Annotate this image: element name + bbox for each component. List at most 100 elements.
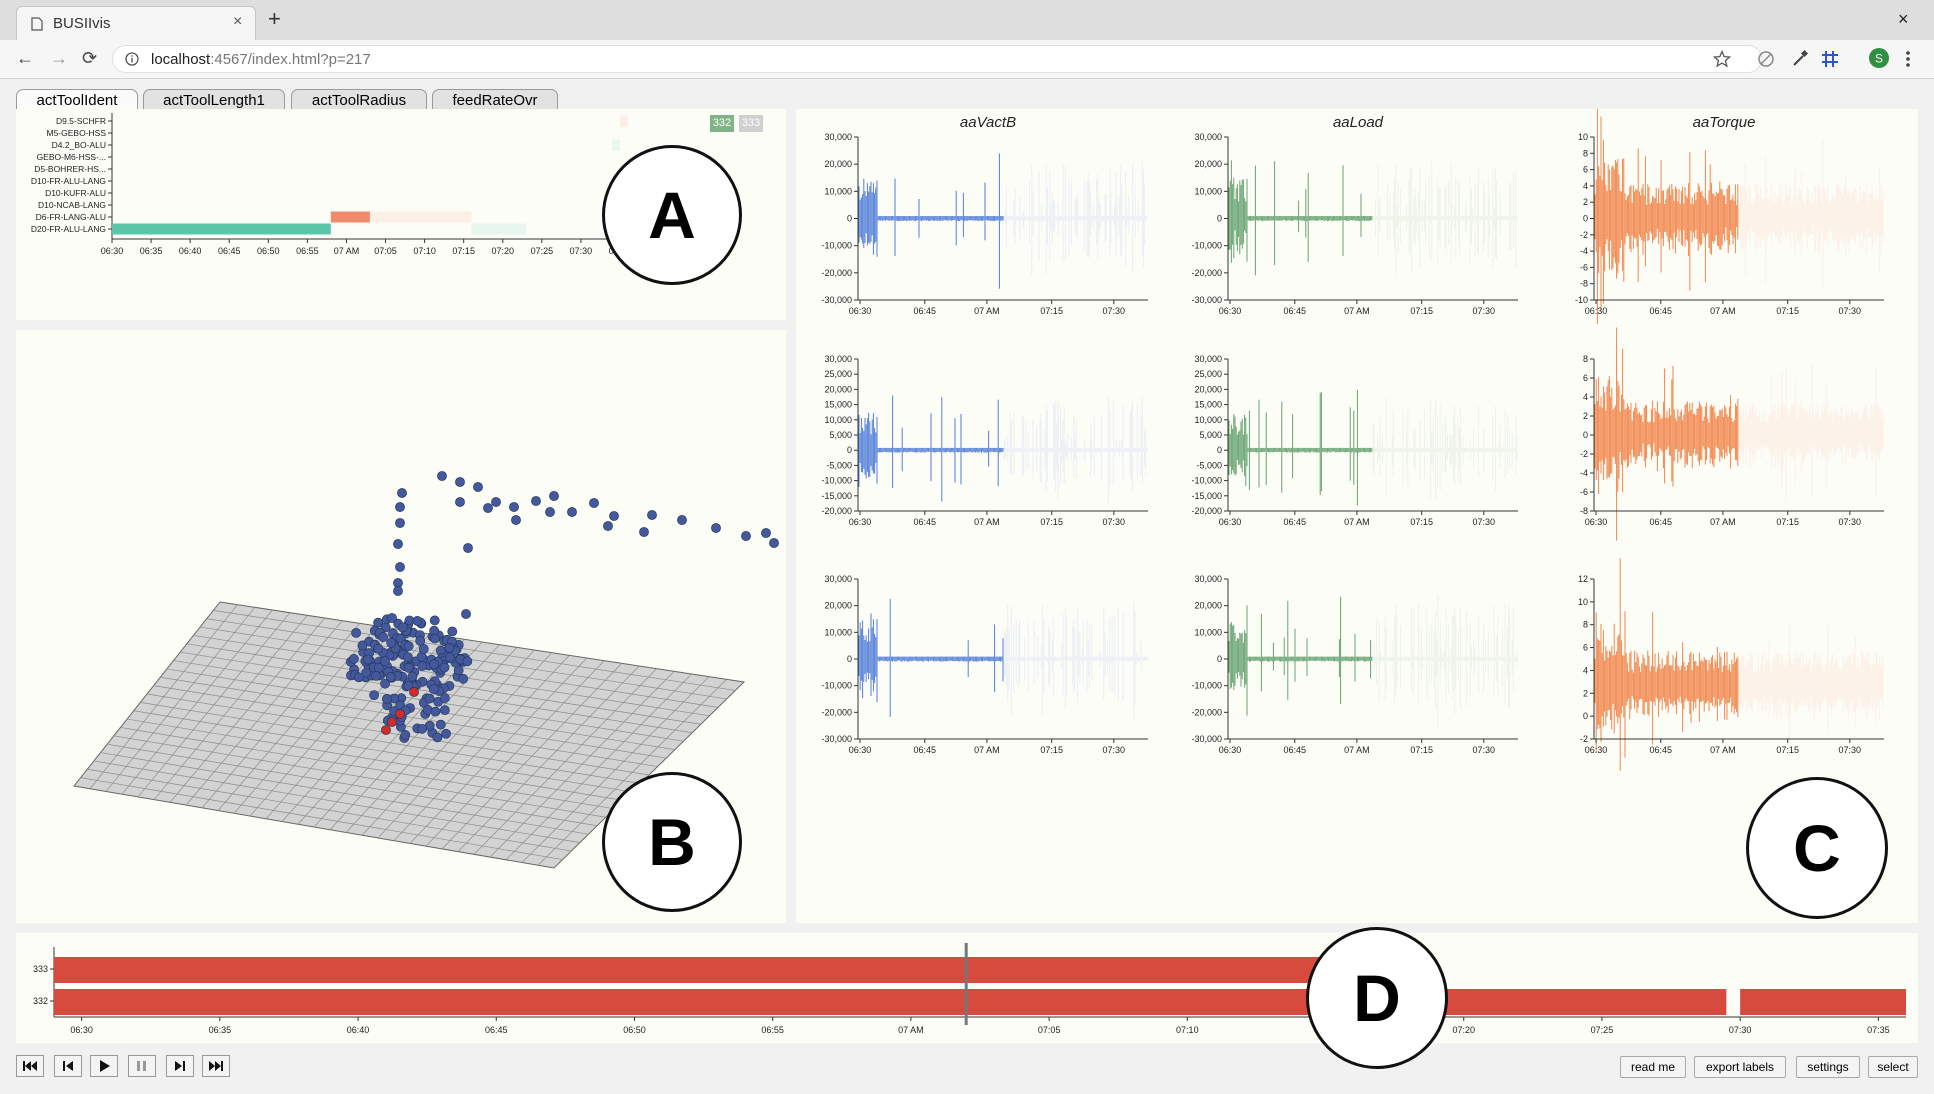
next-frame-button[interactable] [166, 1055, 194, 1077]
badge-333[interactable]: 333 [739, 115, 763, 132]
eyedropper-icon[interactable] [1790, 49, 1810, 69]
data-point [395, 709, 405, 719]
new-tab-button[interactable]: + [268, 6, 281, 31]
y-tick-label: 20,000 [1194, 601, 1222, 611]
settings-button[interactable]: settings [1796, 1056, 1860, 1078]
y-tick-label: 5,000 [829, 430, 852, 440]
data-point [509, 502, 519, 512]
forward-button[interactable]: → [50, 48, 68, 68]
data-point [589, 498, 599, 508]
y-tick-label: 10,000 [824, 415, 852, 425]
browser-tab[interactable]: BUSIIvis × [16, 6, 256, 40]
data-point [444, 642, 455, 653]
y-tick-label: -8 [1580, 506, 1588, 516]
x-tick-label: 07:30 [1473, 517, 1496, 527]
tab-acttoollength1[interactable]: actToolLength1 [143, 89, 285, 109]
data-point [461, 609, 471, 619]
data-point [429, 633, 440, 644]
data-point [429, 615, 440, 626]
x-tick-label: 07:30 [1839, 517, 1862, 527]
profile-avatar-icon[interactable]: S [1868, 47, 1890, 69]
tab-acttoolident[interactable]: actToolIdent [16, 89, 138, 109]
3d-scatter-view[interactable] [16, 330, 786, 923]
star-icon[interactable] [1713, 50, 1731, 68]
extension-icon[interactable] [1756, 49, 1776, 69]
tab-feedrateovr[interactable]: feedRateOvr [432, 89, 558, 109]
y-tick-label: 8 [1583, 620, 1588, 630]
x-tick-label: 07 AM [1344, 517, 1370, 527]
x-tick-label: 07 AM [974, 517, 1000, 527]
select-button[interactable]: select [1868, 1056, 1918, 1078]
y-tick-label: 8 [1583, 354, 1588, 364]
pause-button[interactable] [128, 1055, 156, 1077]
y-tick-label: 20,000 [1194, 159, 1222, 169]
y-tick-label: 10,000 [1194, 627, 1222, 637]
browser-toolbar: ← → ⟳ localhost:4567/index.html?p=217 S [0, 40, 1934, 79]
y-tick-label: 6 [1583, 373, 1588, 383]
y-tick-label: -10,000 [1191, 241, 1222, 251]
previous-frame-button[interactable] [54, 1055, 82, 1077]
info-icon[interactable] [125, 52, 139, 66]
x-tick-label: 06:30 [1585, 517, 1608, 527]
last-frame-button[interactable] [202, 1055, 230, 1077]
data-point [403, 652, 413, 663]
y-tick-label: 2 [1583, 197, 1588, 207]
grid-extension-icon[interactable] [1820, 49, 1840, 69]
grid-line [100, 752, 589, 835]
data-point [395, 502, 405, 512]
x-tick-label: 07:15 [1040, 517, 1063, 527]
y-tick-label: -5,000 [826, 460, 852, 470]
y-tick-label: -10,000 [1191, 681, 1222, 691]
x-tick-label: 06:30 [849, 745, 872, 755]
y-tick-label: 30,000 [1194, 354, 1222, 364]
first-frame-button[interactable] [16, 1055, 44, 1077]
tool-timeline-chart[interactable]: D9.5-SCHFR M5-GEBO-HSS D4.2_BO-ALU GEBO-M6-… [16, 109, 786, 320]
y-tick-label: 2 [1583, 411, 1588, 421]
x-tick-label: 07 AM [1710, 306, 1736, 316]
y-tick-label: 20,000 [824, 601, 852, 611]
y-tick-label: -20,000 [821, 268, 852, 278]
data-point [409, 687, 419, 697]
y-tick-label: -10,000 [821, 241, 852, 251]
signal-chart-aaVactB-2: -20,000 -15,000 -10,000 -5,000 0 5,000 10,000 1… [821, 354, 1148, 527]
x-tick-label: 06:40 [347, 1025, 370, 1035]
y-tick-label: 15,000 [824, 400, 852, 410]
play-button[interactable] [90, 1055, 118, 1077]
data-point [429, 659, 440, 670]
x-tick-label: 07:05 [374, 246, 397, 256]
x-tick-label: 06:45 [1284, 517, 1307, 527]
data-point [458, 673, 469, 684]
data-point [395, 562, 405, 572]
data-point [741, 531, 751, 541]
data-point [407, 671, 418, 682]
read-me-button[interactable]: read me [1620, 1056, 1686, 1078]
close-tab-icon[interactable]: × [233, 13, 243, 30]
window-close-button[interactable]: × [1898, 9, 1909, 29]
data-point [381, 694, 392, 704]
data-point [403, 662, 414, 673]
y-tick-label: 0 [847, 445, 852, 455]
x-tick-label: 06:50 [623, 1025, 646, 1035]
badge-332[interactable]: 332 [710, 115, 734, 132]
data-point [428, 684, 439, 695]
y-tick-label: D5-BOHRER-HS... [34, 164, 106, 174]
overview-timeline-chart[interactable]: 333 332 06:30 06:35 06:40 06:45 06:50 06:55 07 A… [16, 933, 1918, 1043]
data-point [395, 518, 405, 528]
signal-chart-aaLoad-1: -30,000 -20,000 -10,000 0 10,000 20,000 30,000… [1191, 132, 1518, 316]
skip-to-start-icon [23, 1061, 37, 1071]
x-tick-label: 06:50 [257, 246, 280, 256]
back-button[interactable]: ← [16, 48, 34, 68]
menu-kebab-icon[interactable] [1904, 49, 1912, 69]
x-tick-label: 07:35 [1867, 1025, 1890, 1035]
data-point [380, 678, 390, 689]
x-tick-label: 07 AM [1710, 517, 1736, 527]
signal-chart-grid[interactable]: aaVactB aaLoad aaTorque -30,000 -20,000 -10,0… [796, 94, 1918, 923]
x-tick-label: 06:40 [179, 246, 202, 256]
export-labels-button[interactable]: export labels [1694, 1056, 1786, 1078]
data-point [373, 662, 384, 673]
reload-button[interactable]: ⟳ [82, 48, 98, 68]
x-tick-label: 07:15 [452, 246, 475, 256]
address-bar[interactable]: localhost:4567/index.html?p=217 [112, 45, 1762, 73]
x-tick-label: 06:30 [1585, 306, 1608, 316]
tab-acttoolradius[interactable]: actToolRadius [291, 89, 427, 109]
